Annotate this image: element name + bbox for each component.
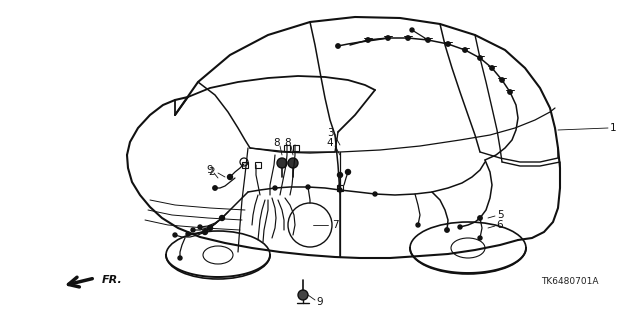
Circle shape — [220, 216, 225, 220]
Bar — [337, 185, 343, 191]
Bar — [284, 145, 290, 151]
Circle shape — [416, 223, 420, 227]
Circle shape — [191, 228, 195, 232]
Bar — [255, 162, 261, 168]
Circle shape — [337, 173, 342, 177]
Circle shape — [298, 290, 308, 300]
Circle shape — [338, 188, 342, 192]
Circle shape — [478, 56, 482, 60]
Text: 9: 9 — [207, 165, 213, 175]
Text: 5: 5 — [497, 210, 503, 220]
Circle shape — [277, 158, 287, 168]
Text: 2: 2 — [209, 167, 215, 177]
Text: FR.: FR. — [102, 275, 123, 285]
Circle shape — [478, 216, 482, 220]
Circle shape — [406, 36, 410, 40]
Circle shape — [446, 42, 450, 46]
Circle shape — [202, 229, 207, 234]
Circle shape — [386, 36, 390, 40]
Circle shape — [346, 169, 351, 174]
Circle shape — [336, 44, 340, 48]
Text: 4: 4 — [326, 138, 333, 148]
Bar — [242, 162, 248, 168]
Circle shape — [173, 233, 177, 237]
Circle shape — [198, 225, 202, 229]
Text: TK6480701A: TK6480701A — [541, 278, 599, 286]
Circle shape — [458, 225, 462, 229]
Circle shape — [508, 90, 512, 94]
Circle shape — [178, 256, 182, 260]
Text: 8: 8 — [285, 138, 291, 148]
Circle shape — [186, 232, 190, 236]
Circle shape — [445, 228, 449, 232]
Text: 6: 6 — [497, 220, 503, 230]
Circle shape — [500, 78, 504, 82]
Circle shape — [478, 236, 482, 240]
Circle shape — [288, 158, 298, 168]
Text: 8: 8 — [274, 138, 280, 148]
Text: 9: 9 — [317, 297, 323, 307]
Circle shape — [490, 66, 494, 70]
Circle shape — [207, 226, 212, 231]
Circle shape — [463, 48, 467, 52]
Text: 3: 3 — [326, 128, 333, 138]
Circle shape — [306, 185, 310, 189]
Text: 7: 7 — [332, 220, 339, 230]
Circle shape — [212, 186, 217, 190]
Circle shape — [373, 192, 377, 196]
Text: 1: 1 — [610, 123, 616, 133]
Circle shape — [426, 38, 430, 42]
Bar — [293, 145, 299, 151]
Circle shape — [227, 174, 232, 180]
Circle shape — [410, 28, 414, 32]
Circle shape — [366, 38, 370, 42]
Circle shape — [273, 186, 277, 190]
